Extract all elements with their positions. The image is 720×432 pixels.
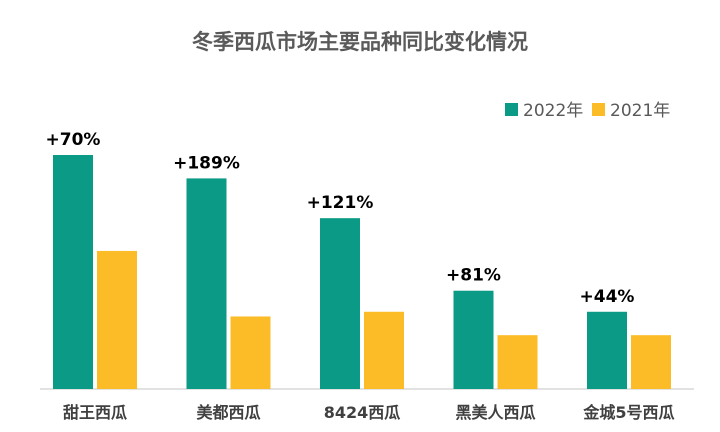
- change-label-4: +44%: [580, 287, 635, 307]
- legend-swatch-2021: [592, 103, 605, 116]
- bar-2021-2: [364, 311, 404, 389]
- change-label-0: +70%: [46, 130, 101, 150]
- chart-title: 冬季西瓜市场主要品种同比变化情况: [192, 30, 528, 54]
- bar-2022-2: [320, 218, 360, 389]
- category-label-4: 金城5号西瓜: [582, 403, 674, 422]
- legend-swatch-2022: [505, 103, 518, 116]
- legend: 2022年 2021年: [505, 101, 670, 121]
- change-label-3: +81%: [446, 266, 501, 286]
- category-label-2: 8424西瓜: [324, 403, 401, 422]
- bar-2022-0: [53, 155, 93, 389]
- bar-2022-1: [186, 178, 227, 389]
- category-label-3: 黑美人西瓜: [455, 403, 535, 422]
- bar-2021-3: [497, 335, 538, 389]
- bar-2022-3: [453, 290, 494, 389]
- change-label-1: +189%: [173, 153, 240, 173]
- bar-2022-4: [587, 311, 627, 389]
- category-label-1: 美都西瓜: [196, 403, 260, 422]
- labels-group: +70% 甜王西瓜 +189% 美都西瓜 +121% 8424西瓜 +81% 黑美人西瓜 +44…: [46, 130, 675, 422]
- legend-label-2021: 2021年: [610, 101, 670, 121]
- bars-group: [53, 155, 671, 389]
- legend-label-2022: 2022年: [523, 101, 583, 121]
- change-label-2: +121%: [307, 193, 374, 213]
- bar-2021-1: [230, 316, 271, 389]
- bar-2021-0: [97, 250, 137, 389]
- bar-2021-4: [631, 335, 671, 389]
- category-label-0: 甜王西瓜: [63, 403, 127, 422]
